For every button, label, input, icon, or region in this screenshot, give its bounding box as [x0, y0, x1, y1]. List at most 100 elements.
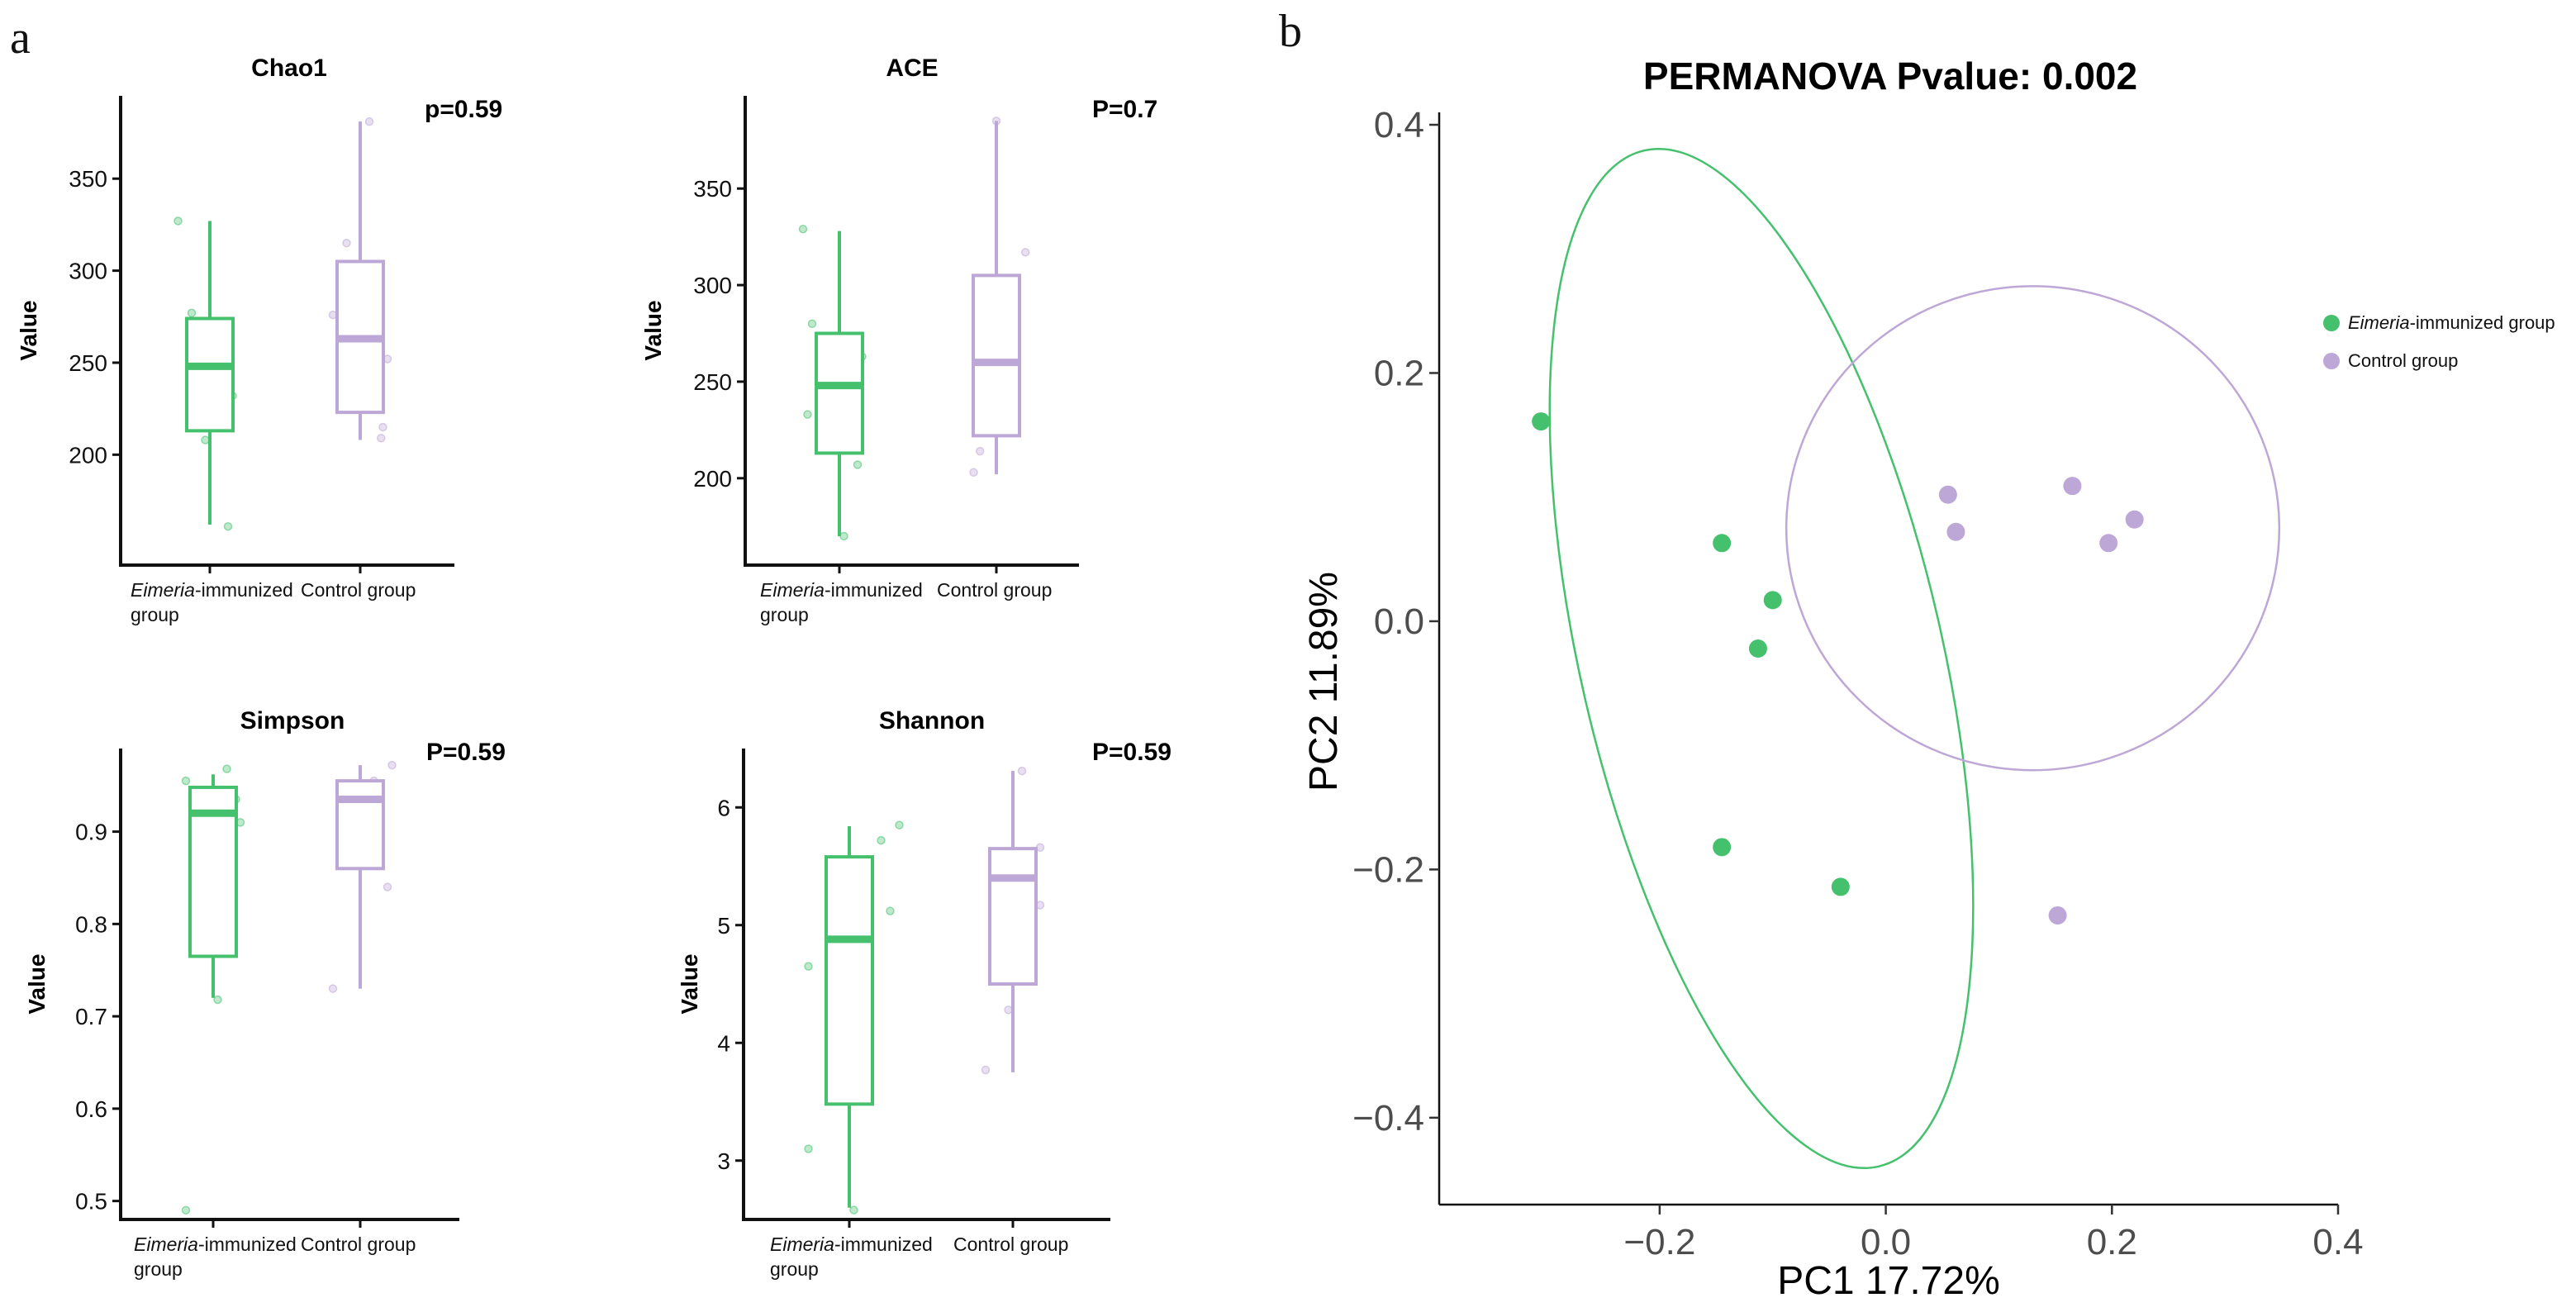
data-point [222, 764, 231, 773]
data-point [798, 225, 808, 234]
chao1-boxplot: Chao1 p=0.59 Value 200 250 300 350 Eimeria-immu… [16, 55, 502, 625]
data-point [387, 760, 397, 770]
y-axis-label: Value [640, 300, 666, 360]
legend-label-italic: Eimeria [2348, 312, 2410, 333]
y-axis-label: Value [16, 300, 41, 360]
data-point [377, 434, 386, 443]
x-tick-label: Eimeria-immunized [770, 1234, 933, 1255]
y-tick-label: 0.5 [75, 1189, 107, 1215]
data-point [223, 521, 233, 531]
x-tick-label-rest: -immunized [198, 1234, 297, 1255]
data-point [981, 1065, 991, 1075]
scatter-point [2063, 477, 2082, 496]
y-axis-label: Value [677, 953, 702, 1014]
scatter-point [2099, 534, 2118, 553]
y-tick-label: 200 [69, 442, 107, 468]
y-tick-label: 0.8 [75, 911, 107, 937]
legend-label-rest: Control group [2348, 350, 2458, 371]
p-value-label: P=0.7 [1092, 96, 1157, 123]
x-tick-label-italic: Eimeria [770, 1234, 834, 1255]
y-tick-label: 0.2 [1374, 353, 1424, 393]
data-point [853, 460, 863, 469]
data-point [886, 906, 895, 915]
chart-title: ACE [886, 55, 938, 82]
box-iqr [185, 316, 235, 433]
data-point [804, 1144, 813, 1153]
scatter-point [1748, 639, 1767, 658]
x-tick-label: 0.4 [2312, 1222, 2363, 1262]
data-point [201, 435, 210, 444]
y-tick-label: 3 [717, 1148, 730, 1174]
y-tick-label: 6 [717, 795, 730, 820]
box-iqr [815, 331, 864, 455]
shannon-boxplot: Shannon P=0.59 Value 3 4 5 6 Eimeria-immunized g… [677, 707, 1172, 1280]
scatter-point [1831, 877, 1850, 896]
scatter-point [1763, 591, 1782, 610]
data-point [181, 776, 191, 786]
box-iqr [988, 847, 1038, 986]
scatter-point [1713, 838, 1732, 857]
simpson-boxplot: Simpson P=0.59 Value 0.5 0.6 0.7 0.8 0.9 Eimeria… [24, 707, 506, 1280]
p-value-label: p=0.59 [425, 96, 502, 123]
data-point [187, 308, 197, 318]
scatter-point [2048, 906, 2067, 925]
data-point [364, 116, 374, 126]
y-tick-label: 300 [693, 273, 732, 298]
x-tick-label: Control group [301, 579, 416, 601]
data-point [839, 531, 848, 541]
x-tick-label-italic: Eimeria [760, 579, 825, 601]
y-tick-label: 0.9 [75, 820, 107, 845]
data-point [877, 835, 886, 845]
data-point [807, 319, 817, 329]
panel-a-label: a [10, 12, 31, 64]
x-axis-label: PC1 17.72% [1777, 1259, 2000, 1303]
x-tick-label-line2: group [770, 1258, 819, 1280]
x-tick-label: Eimeria-immunized [134, 1234, 297, 1255]
data-point [1004, 1005, 1013, 1015]
legend-marker [2323, 353, 2340, 369]
data-point [849, 1205, 858, 1215]
y-tick-label: 0.6 [75, 1096, 107, 1122]
x-tick-label-rest: -immunized [195, 579, 293, 601]
data-point [173, 216, 183, 226]
y-axis-label: PC2 11.89% [1302, 572, 1346, 791]
y-tick-label: −0.2 [1352, 849, 1424, 890]
panel-b-label: b [1279, 6, 1302, 57]
chart-title: Shannon [879, 707, 985, 734]
scatter-point [2125, 510, 2144, 529]
confidence-ellipse [1785, 285, 2281, 772]
data-point [969, 468, 978, 478]
scatter-point [1946, 522, 1965, 541]
legend-label-rest: -immunized group [2410, 312, 2555, 333]
legend-marker [2323, 315, 2340, 331]
scatter-point [1532, 412, 1551, 431]
x-tick-label-line2: group [760, 604, 809, 625]
x-tick-label: 0.0 [1861, 1222, 1911, 1262]
x-tick-label-rest: -immunized [825, 579, 923, 601]
chart-title: Simpson [240, 707, 345, 734]
y-tick-label: 250 [693, 369, 732, 395]
y-tick-label: 200 [693, 466, 732, 492]
y-tick-label: 250 [69, 350, 107, 376]
data-point [895, 820, 904, 830]
x-tick-label: 0.2 [2087, 1222, 2137, 1262]
y-tick-label: 5 [717, 913, 730, 939]
y-tick-label: 300 [69, 259, 107, 284]
x-tick-label-italic: Eimeria [131, 579, 195, 601]
x-tick-label: Control group [301, 1234, 416, 1255]
data-point [975, 446, 985, 456]
y-tick-label: 0.4 [1374, 105, 1424, 145]
box-iqr [335, 779, 385, 871]
confidence-ellipse [1548, 147, 1975, 1170]
chart-title: PERMANOVA Pvalue: 0.002 [1643, 55, 2137, 97]
y-tick-label: 350 [69, 166, 107, 192]
data-point [804, 962, 813, 971]
data-point [1020, 248, 1030, 257]
y-tick-label: 4 [717, 1030, 730, 1056]
x-tick-label: Eimeria-immunized [131, 579, 293, 601]
pcoa-scatter-plot: PERMANOVA Pvalue: 0.002 −0.2 0.0 0.2 0.4 −0.4… [1302, 55, 2555, 1303]
data-point [213, 995, 222, 1005]
y-tick-label: −0.4 [1352, 1098, 1424, 1138]
legend-label: Eimeria-immunized group [2348, 312, 2555, 333]
